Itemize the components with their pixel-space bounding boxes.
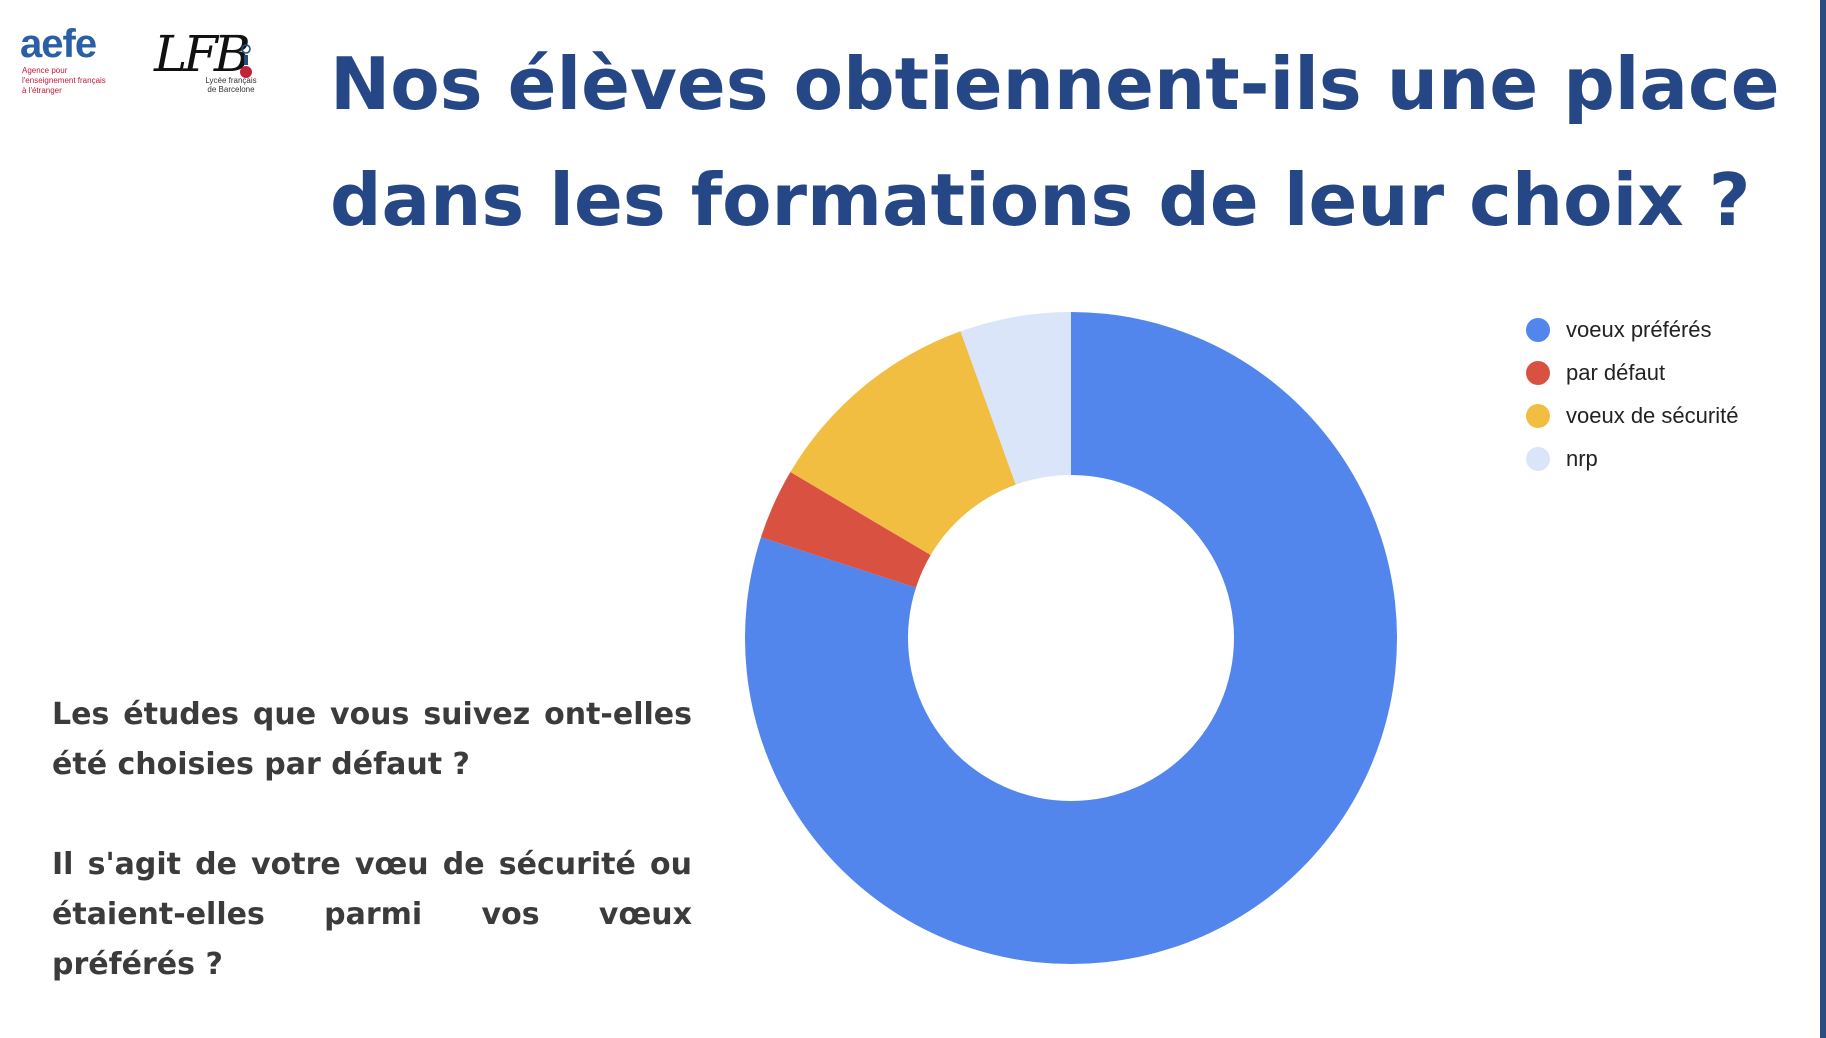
legend-label: voeux de sécurité bbox=[1566, 402, 1739, 428]
page-title-line-2: dans les formations de leur choix ? bbox=[330, 158, 1751, 242]
question-text: Les études que vous suivez ont-elles été… bbox=[52, 690, 692, 990]
aefe-logo-line: à l'étranger bbox=[22, 86, 62, 95]
legend-item-nrp: nrp bbox=[1526, 437, 1806, 480]
lfb-logo-line: de Barcelone bbox=[207, 85, 255, 94]
legend-item-voeux-preferes: voeux préférés bbox=[1526, 308, 1806, 351]
chart-legend: voeux préférés par défaut voeux de sécur… bbox=[1526, 308, 1806, 480]
legend-label: par défaut bbox=[1566, 359, 1666, 385]
donut-slices bbox=[744, 312, 1397, 964]
question-paragraph-1: Les études que vous suivez ont-elles été… bbox=[52, 697, 692, 782]
legend-label: nrp bbox=[1566, 445, 1598, 471]
lfb-logo: LFB Lycée français de Barcelone bbox=[150, 25, 260, 98]
legend-swatch bbox=[1526, 317, 1550, 342]
legend-item-voeux-de-securite: voeux de sécurité bbox=[1526, 394, 1806, 437]
donut-slice-nrp bbox=[960, 312, 1071, 485]
slide-edge-bar bbox=[1820, 0, 1826, 1038]
question-paragraph-2: Il s'agit de votre vœu de sécurité ou ét… bbox=[52, 847, 692, 982]
lfb-logo-mark-icon bbox=[240, 44, 252, 78]
legend-swatch bbox=[1526, 360, 1550, 385]
page-title-line-1: Nos élèves obtiennent-ils une place bbox=[330, 42, 1780, 126]
donut-slice-voeux-pr-f-r-s bbox=[744, 312, 1397, 964]
legend-swatch bbox=[1526, 446, 1550, 471]
aefe-logo-word: aefe bbox=[20, 22, 97, 66]
lfb-logo-word: LFB bbox=[154, 25, 251, 83]
lfb-logo-subtitle: Lycée français de Barcelone bbox=[196, 76, 266, 94]
legend-swatch bbox=[1526, 403, 1550, 428]
aefe-logo: aefe Agence pour l'enseignement français… bbox=[20, 22, 120, 100]
aefe-logo-line: Agence pour bbox=[22, 66, 68, 75]
page-title: Nos élèves obtiennent-ils une place dans… bbox=[330, 26, 1780, 258]
legend-item-par-defaut: par défaut bbox=[1526, 351, 1806, 394]
lfb-logo-line: Lycée français bbox=[205, 76, 257, 85]
paragraph-gap bbox=[52, 790, 692, 840]
donut-slice-voeux-de-s-curit- bbox=[790, 331, 1016, 556]
donut-slice-par-d-faut bbox=[760, 472, 931, 588]
aefe-logo-subtitle: Agence pour l'enseignement français à l'… bbox=[22, 66, 132, 96]
aefe-logo-line: l'enseignement français bbox=[22, 76, 106, 85]
legend-label: voeux préférés bbox=[1566, 316, 1712, 342]
